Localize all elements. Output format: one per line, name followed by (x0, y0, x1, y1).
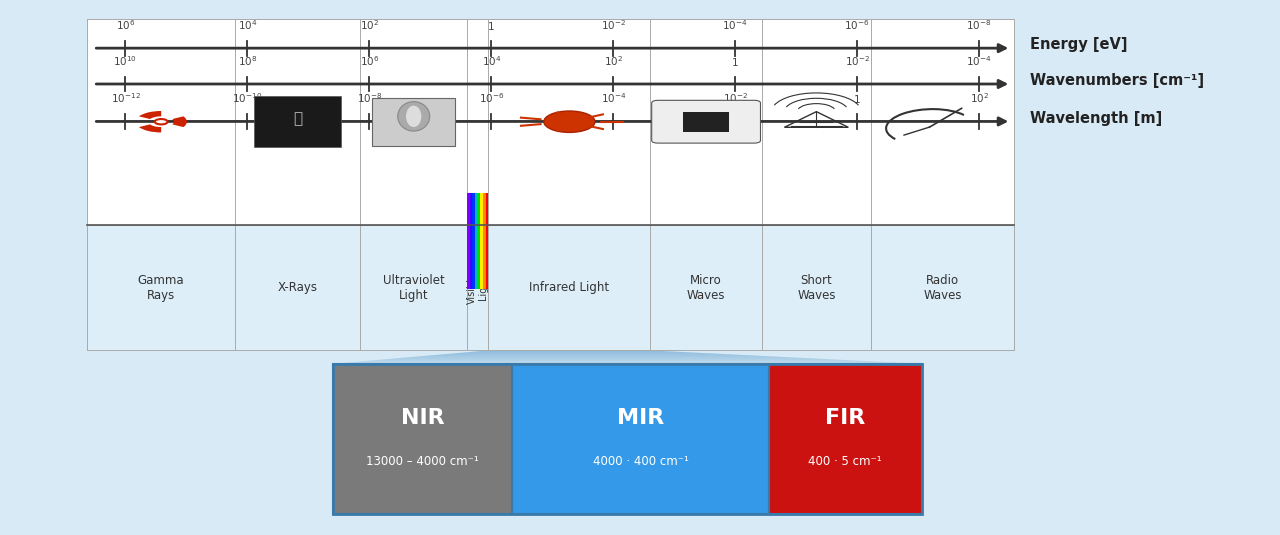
Text: $10^{-12}$: $10^{-12}$ (110, 91, 141, 105)
Bar (333, 364, 512, 514)
Text: $10^{2}$: $10^{2}$ (604, 54, 623, 68)
Wedge shape (140, 125, 161, 133)
Text: FIR: FIR (824, 408, 865, 427)
Text: $10^{8}$: $10^{8}$ (238, 54, 257, 68)
Bar (485, 193, 488, 289)
Bar (472, 193, 475, 289)
Text: Wavelength [m]: Wavelength [m] (1030, 111, 1162, 126)
Bar (512, 364, 768, 514)
Bar (480, 193, 483, 289)
Text: 4000 · 400 cm⁻¹: 4000 · 400 cm⁻¹ (593, 455, 689, 468)
Text: $10^{-6}$: $10^{-6}$ (479, 91, 504, 105)
Bar (333, 364, 922, 514)
FancyBboxPatch shape (652, 101, 760, 143)
Text: Gamma
Rays: Gamma Rays (138, 273, 184, 302)
Bar (684, 112, 730, 133)
Bar (333, 364, 512, 514)
Bar (768, 364, 922, 514)
Wedge shape (140, 111, 161, 119)
Bar (650, 19, 762, 225)
Text: $10^{-4}$: $10^{-4}$ (722, 18, 748, 32)
Text: NIR: NIR (401, 408, 444, 427)
Text: $10^{6}$: $10^{6}$ (360, 54, 379, 68)
Text: Wavenumbers [cm⁻¹]: Wavenumbers [cm⁻¹] (1030, 73, 1204, 88)
Bar (236, 225, 361, 350)
Bar (488, 225, 650, 350)
Circle shape (544, 111, 595, 133)
Bar (361, 225, 467, 350)
Text: Micro
Waves: Micro Waves (687, 273, 726, 302)
Text: 1: 1 (488, 22, 494, 32)
Text: $10^{10}$: $10^{10}$ (114, 54, 137, 68)
Bar (475, 193, 477, 289)
Bar (872, 225, 1014, 350)
Text: $10^{4}$: $10^{4}$ (238, 18, 257, 32)
Text: $10^{-2}$: $10^{-2}$ (845, 54, 870, 68)
Bar (467, 225, 488, 350)
Bar (361, 19, 467, 225)
Bar (87, 19, 1014, 350)
Bar (762, 19, 872, 225)
Text: $10^{6}$: $10^{6}$ (115, 18, 136, 32)
Text: 400 · 5 cm⁻¹: 400 · 5 cm⁻¹ (808, 455, 882, 468)
Text: 1: 1 (732, 58, 739, 68)
Text: $10^{-6}$: $10^{-6}$ (845, 18, 870, 32)
Bar (87, 225, 236, 350)
Text: $10^{-4}$: $10^{-4}$ (966, 54, 992, 68)
Text: $10^{-10}$: $10^{-10}$ (233, 91, 262, 105)
Text: $10^{2}$: $10^{2}$ (970, 91, 988, 105)
Bar (467, 193, 470, 289)
Text: $10^{-8}$: $10^{-8}$ (357, 91, 383, 105)
Circle shape (155, 119, 168, 125)
Bar (236, 19, 361, 225)
Text: Ultraviolet
Light: Ultraviolet Light (383, 273, 444, 302)
Text: Short
Waves: Short Waves (797, 273, 836, 302)
Bar (470, 193, 472, 289)
Text: 13000 – 4000 cm⁻¹: 13000 – 4000 cm⁻¹ (366, 455, 479, 468)
Ellipse shape (406, 105, 421, 127)
Text: $10^{4}$: $10^{4}$ (481, 54, 500, 68)
Bar (467, 19, 488, 225)
Bar (512, 364, 768, 514)
Text: Visible
Light: Visible Light (467, 272, 489, 303)
Bar (255, 96, 342, 147)
Bar (650, 225, 762, 350)
Text: $10^{-4}$: $10^{-4}$ (600, 91, 626, 105)
Text: 1: 1 (854, 95, 860, 105)
Text: MIR: MIR (617, 408, 664, 427)
Ellipse shape (398, 102, 430, 131)
Bar (477, 193, 480, 289)
Bar (372, 98, 456, 146)
Text: X-Rays: X-Rays (278, 281, 317, 294)
Text: ✋: ✋ (293, 111, 302, 127)
Bar (762, 225, 872, 350)
Text: $10^{-2}$: $10^{-2}$ (600, 18, 626, 32)
Bar (87, 19, 236, 225)
Text: Infrared Light: Infrared Light (530, 281, 609, 294)
Text: Radio
Waves: Radio Waves (923, 273, 961, 302)
Text: $10^{-2}$: $10^{-2}$ (723, 91, 748, 105)
Bar (488, 19, 650, 225)
Text: Energy [eV]: Energy [eV] (1030, 37, 1128, 52)
Bar (483, 193, 485, 289)
Bar (768, 364, 922, 514)
Bar (872, 19, 1014, 225)
Text: $10^{2}$: $10^{2}$ (360, 18, 379, 32)
Text: $10^{-8}$: $10^{-8}$ (966, 18, 992, 32)
Wedge shape (173, 116, 187, 127)
